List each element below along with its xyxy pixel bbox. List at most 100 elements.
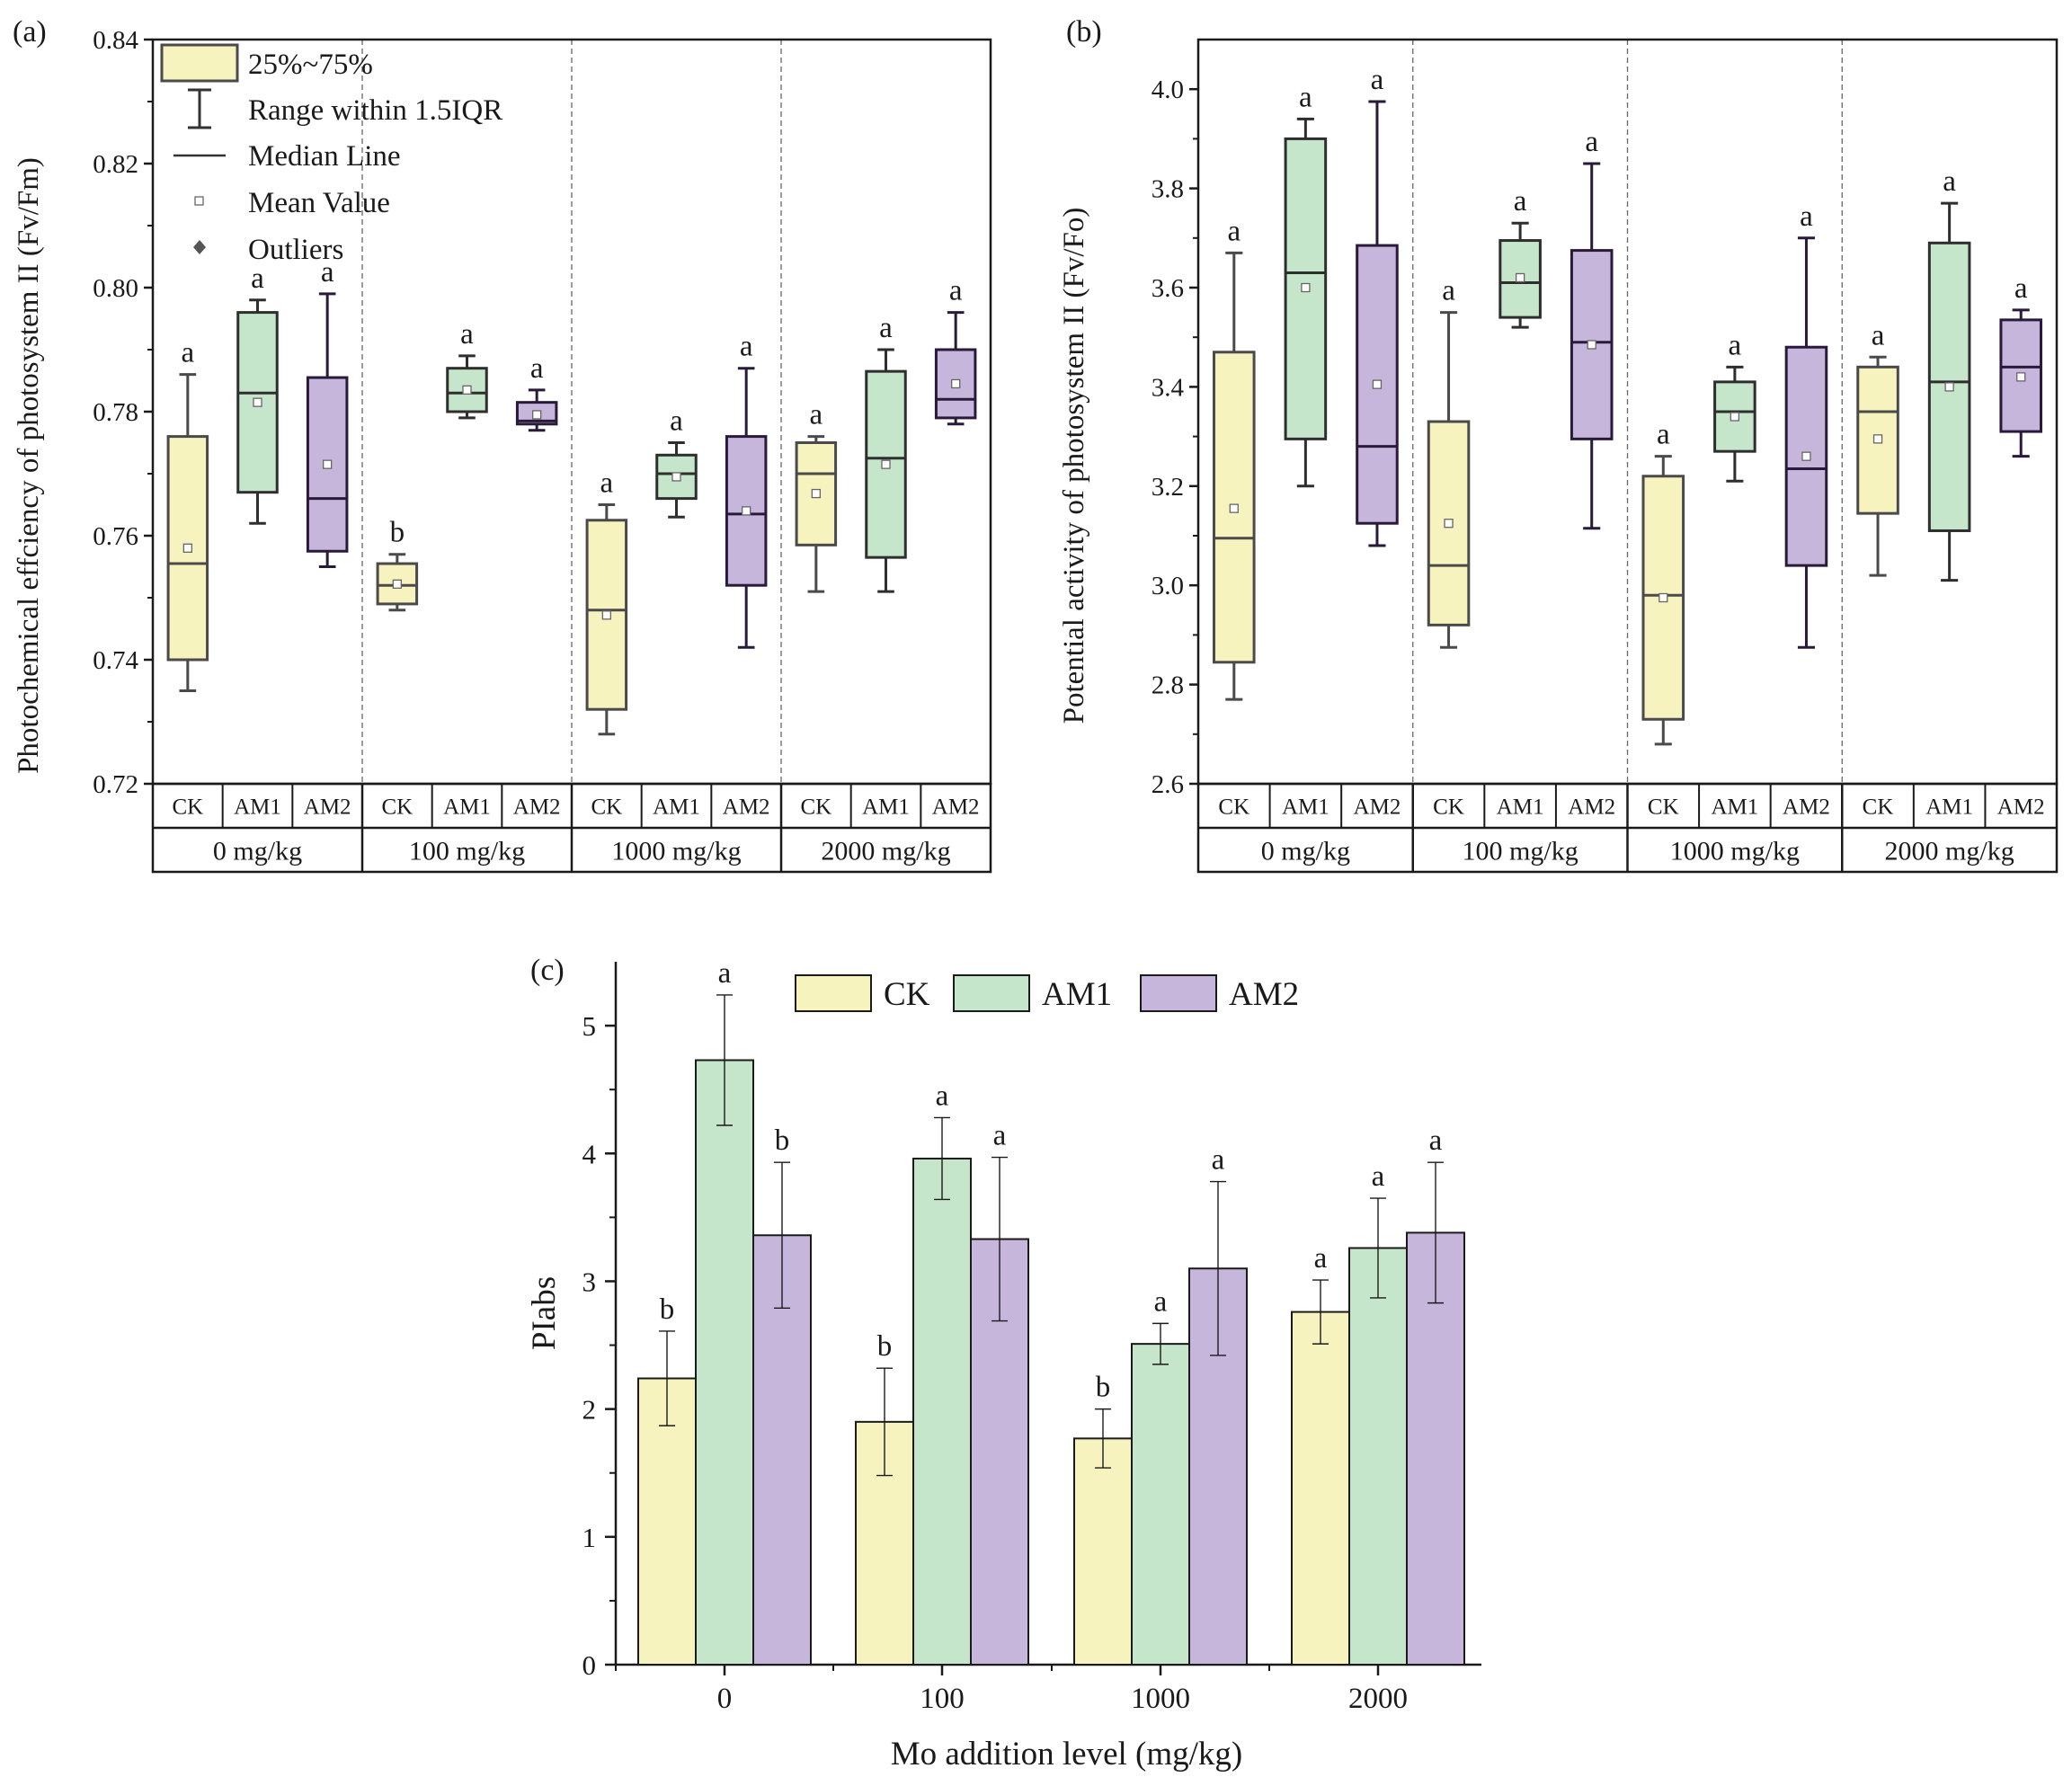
y-tick-label: 0.84 [93, 26, 138, 55]
box-ck [376, 562, 419, 606]
treatment-label: CK [1218, 795, 1249, 820]
mean-marker [1515, 272, 1525, 283]
mean-marker [2016, 372, 2026, 382]
treatment-label: AM1 [1925, 795, 1973, 820]
panel-label: (c) [530, 954, 565, 987]
y-tick-label: 3.0 [1152, 572, 1184, 600]
legend-outliers-label: Outliers [248, 234, 343, 266]
panel-label: (b) [1066, 15, 1102, 49]
y-tick-label: 4.0 [1152, 76, 1184, 104]
legend-median-label: Median Line [248, 140, 401, 173]
legend-swatch-am2 [1140, 974, 1217, 1012]
mean-marker [532, 410, 542, 420]
treatment-label: CK [1863, 795, 1894, 820]
y-tick-label: 0.80 [93, 274, 138, 303]
significance-letter: a [1212, 1144, 1225, 1177]
group-label: 1000 mg/kg [1670, 837, 1800, 866]
treatment-label: AM2 [1354, 795, 1401, 820]
panel-c-bar-chart: 0 1 2 3 4 5 0 b a b 100 b a a 1000 b a a 2000 a a a Mo additio… [526, 954, 1481, 1773]
bar-am2 [1406, 1231, 1465, 1666]
y-tick-label: 2.8 [1152, 671, 1184, 700]
panel-label: (a) [13, 15, 47, 49]
y-tick-label: 0.74 [93, 646, 138, 675]
y-tick-label: 3 [582, 1266, 597, 1297]
significance-letter: b [660, 1293, 675, 1326]
mean-marker [1872, 434, 1883, 444]
mean-marker [1372, 379, 1383, 389]
treatment-label: AM2 [1997, 795, 2045, 820]
treatment-label: AM2 [304, 795, 351, 820]
treatment-label: CK [1433, 795, 1464, 820]
significance-letter: a [321, 256, 334, 289]
significance-letter: a [530, 352, 544, 385]
mean-marker [601, 610, 611, 620]
legend-range-label: Range within 1.5IQR [248, 94, 502, 127]
mean-marker [1229, 503, 1239, 513]
treatment-label: CK [381, 795, 413, 820]
group-label: 0 mg/kg [213, 837, 302, 866]
legend-box-swatch [160, 43, 239, 83]
significance-letter: a [1371, 64, 1384, 96]
treatment-label: AM2 [932, 795, 980, 820]
y-axis-title: Photochemical effciency of photosystem I… [13, 157, 45, 774]
legend-mean-label: Mean Value [248, 187, 390, 219]
significance-letter: a [718, 957, 732, 990]
mean-marker [1801, 451, 1811, 461]
mean-marker [811, 488, 821, 499]
legend-box-label: 25%~75% [248, 49, 373, 81]
legend-label-am2: AM2 [1229, 976, 1299, 1013]
legend-mean-swatch [194, 196, 204, 206]
treatment-label: AM1 [1497, 795, 1544, 820]
significance-letter: a [2014, 272, 2028, 305]
y-tick-label: 4 [582, 1138, 597, 1169]
x-axis-title: Mo addition level (mg/kg) [891, 1736, 1243, 1773]
significance-letter: a [1585, 126, 1598, 158]
y-tick-label: 3.4 [1152, 373, 1185, 402]
mean-marker [253, 397, 262, 407]
mean-marker [1587, 340, 1596, 350]
treatment-label: CK [591, 795, 622, 820]
x-tick-label: 1000 [1131, 1683, 1190, 1715]
significance-letter: a [1800, 200, 1813, 233]
treatment-label: CK [1648, 795, 1679, 820]
treatment-label: AM2 [723, 795, 770, 820]
significance-letter: a [1872, 319, 1885, 351]
significance-letter: a [740, 331, 753, 363]
significance-letter: a [949, 275, 963, 307]
treatment-label: AM1 [443, 795, 491, 820]
treatment-label: AM1 [653, 795, 700, 820]
mean-marker [1658, 592, 1668, 603]
mean-marker [1944, 382, 1954, 392]
mean-marker [392, 579, 402, 589]
significance-letter: b [775, 1124, 790, 1157]
legend-outlier-swatch [193, 240, 206, 254]
treatment-label: AM1 [234, 795, 281, 820]
treatment-label: CK [800, 795, 831, 820]
significance-letter: b [1096, 1372, 1111, 1404]
significance-letter: a [1299, 81, 1312, 113]
bar-am1 [1348, 1247, 1408, 1666]
group-label: 100 mg/kg [409, 837, 525, 866]
significance-letter: a [1657, 419, 1670, 451]
mean-marker [1444, 519, 1454, 529]
x-tick-label: 100 [920, 1683, 965, 1715]
significance-letter: a [1227, 215, 1241, 247]
plot-frame [1196, 38, 2059, 786]
significance-letter: a [936, 1080, 949, 1112]
y-tick-label: 0.78 [93, 398, 138, 427]
y-tick-label: 5 [582, 1010, 597, 1042]
significance-letter: a [993, 1120, 1007, 1152]
bar-am1 [695, 1059, 754, 1666]
significance-letter: a [1729, 329, 1742, 361]
y-tick-label: 0.72 [93, 770, 138, 799]
legend-label-am1: AM1 [1042, 976, 1112, 1013]
mean-marker [182, 543, 192, 553]
group-label: 100 mg/kg [1463, 837, 1578, 866]
treatment-label: AM1 [862, 795, 910, 820]
mean-marker [671, 472, 681, 482]
bar-ck [1073, 1437, 1133, 1666]
legend-swatch-am1 [953, 974, 1030, 1012]
bar-am1 [1131, 1343, 1190, 1666]
y-tick-label: 3.2 [1152, 473, 1184, 502]
